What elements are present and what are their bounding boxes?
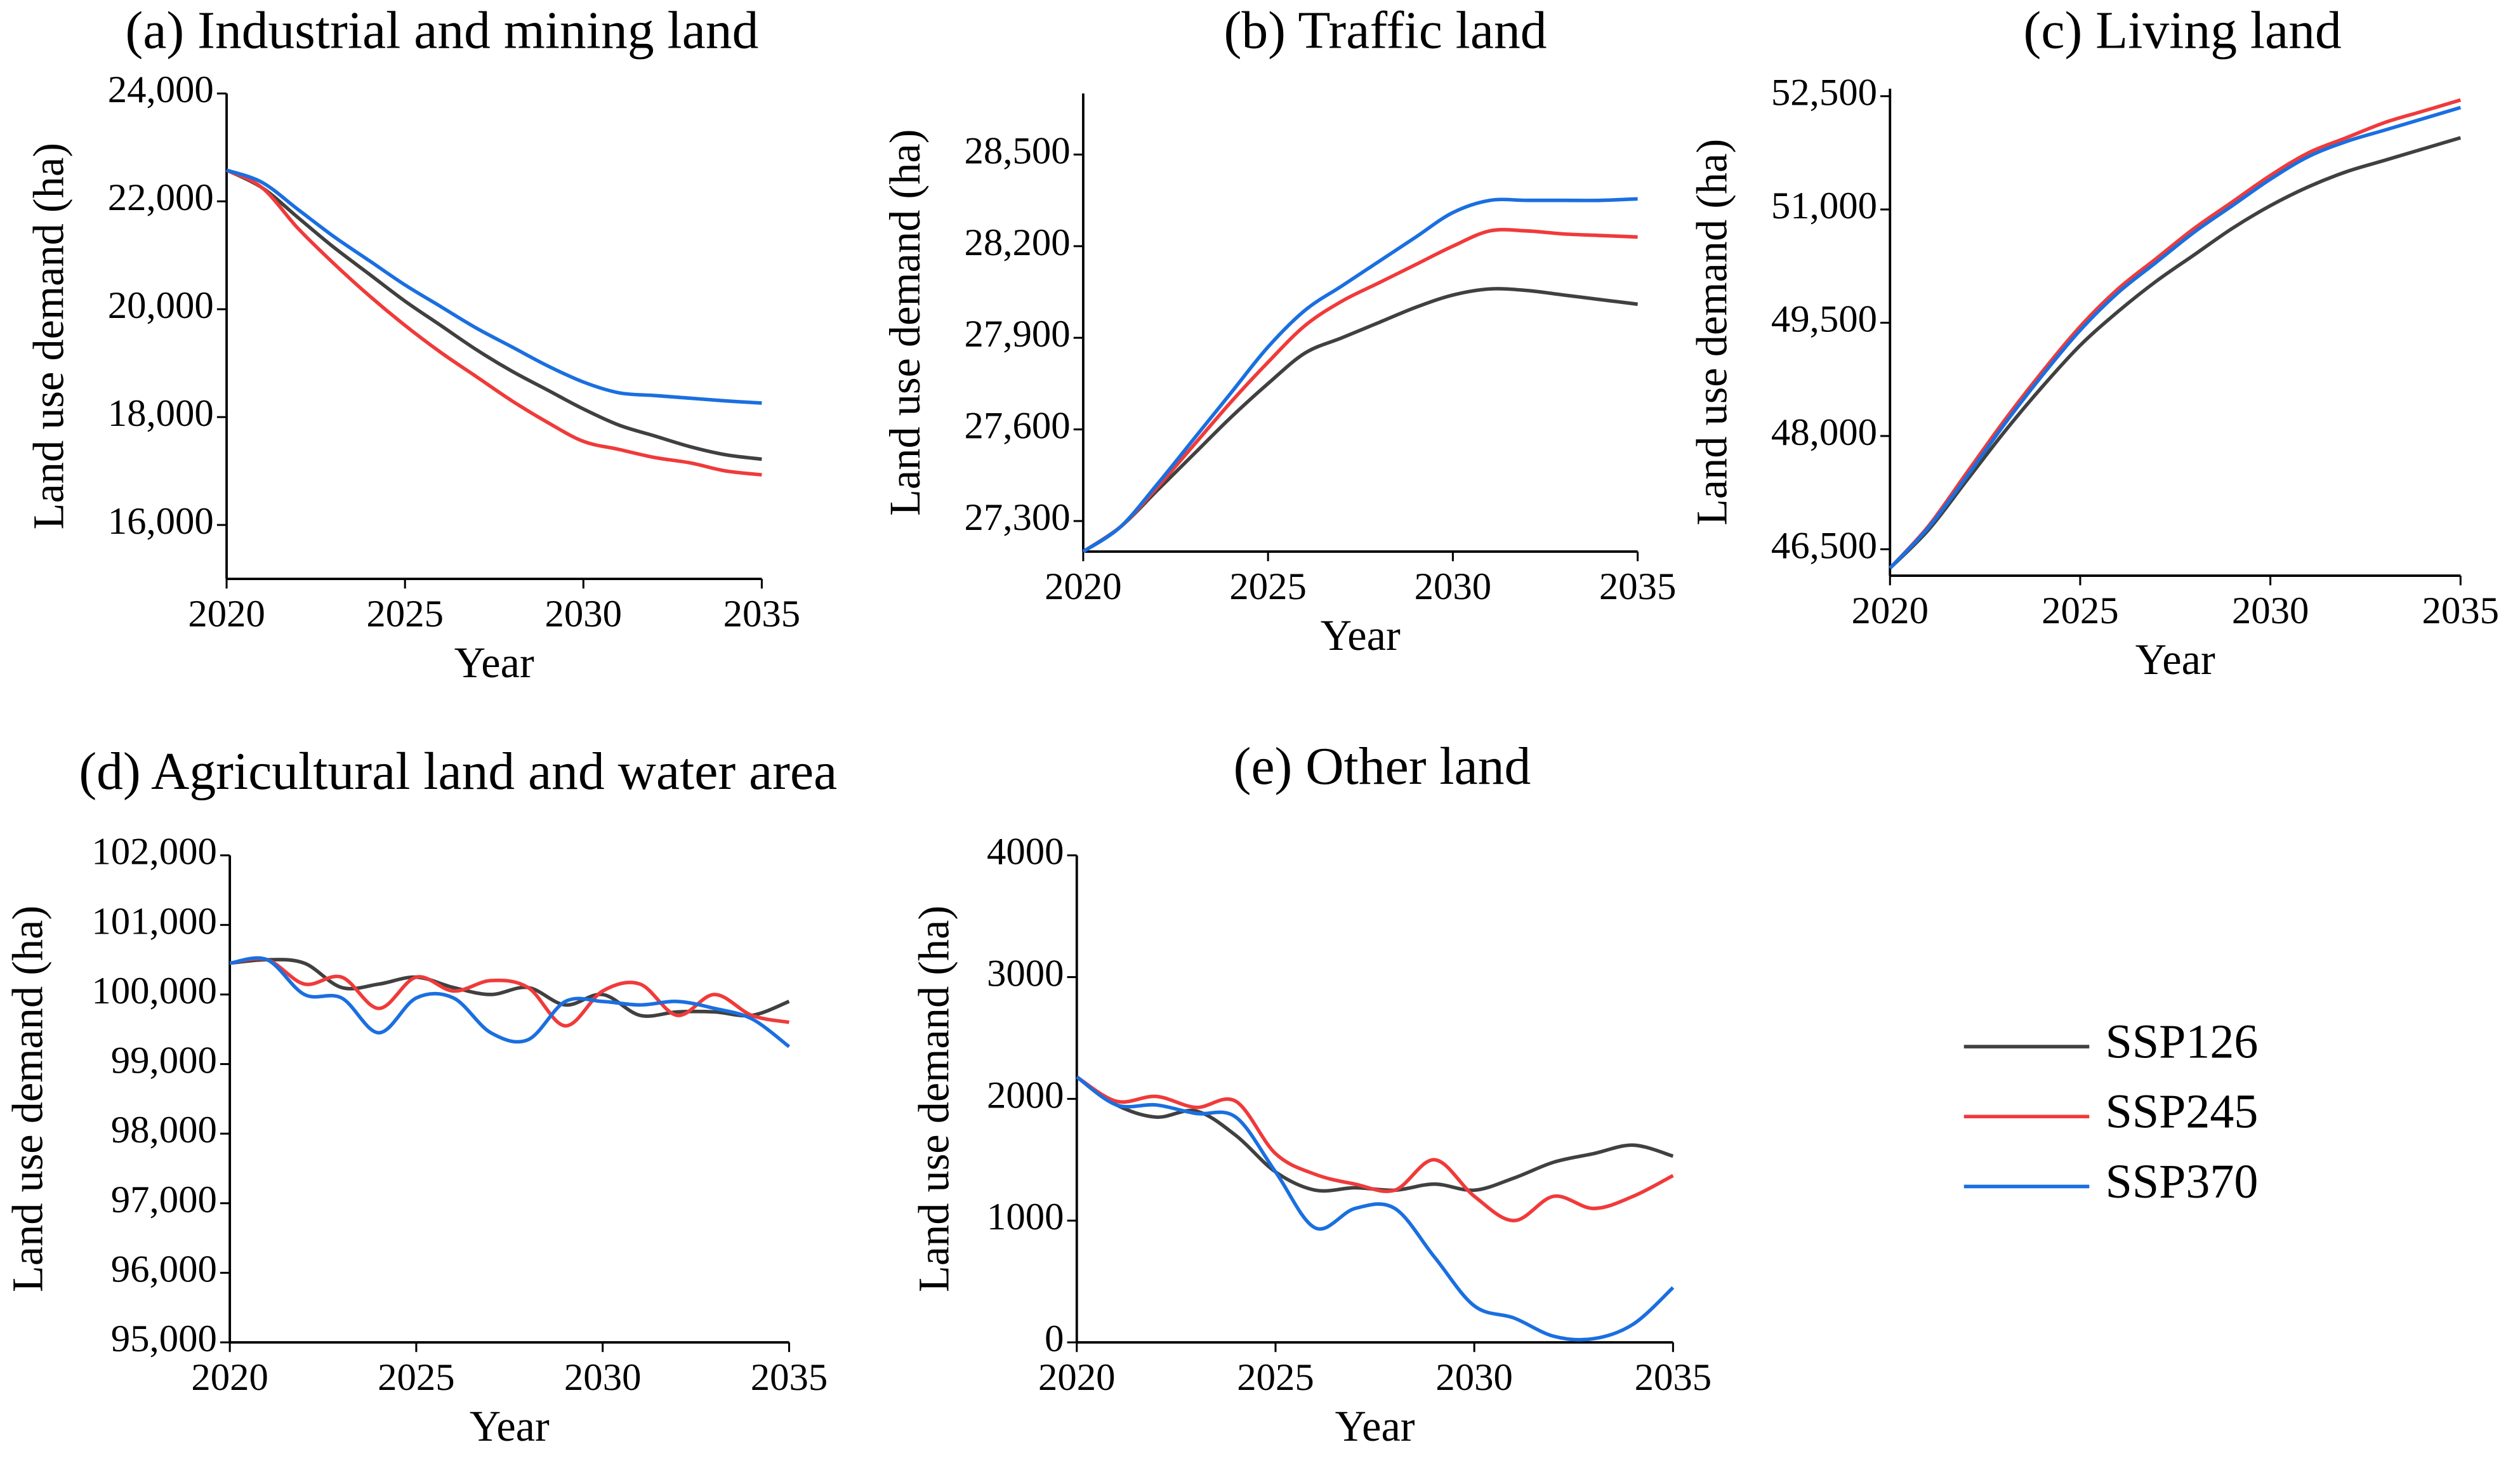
y-tick-label: 24,000 (108, 69, 214, 111)
x-tick-label: 2025 (366, 593, 444, 635)
y-tick-label: 2000 (987, 1074, 1064, 1116)
x-tick-label: 2035 (723, 593, 801, 635)
y-tick-label: 27,900 (965, 313, 1071, 355)
x-tick-label: 2025 (378, 1356, 455, 1399)
y-tick-label: 1000 (987, 1196, 1064, 1238)
y-axis-label: Land use demand (ha) (1687, 139, 1736, 526)
series-line (1082, 197, 1638, 553)
y-tick-label: 22,000 (108, 176, 214, 219)
y-tick-label: 49,500 (1771, 298, 1877, 340)
x-axis-label: Year (1321, 611, 1401, 659)
y-tick-label: 18,000 (108, 392, 214, 435)
legend-label: SSP245 (2106, 1085, 2259, 1139)
x-tick-label: 2030 (545, 593, 623, 635)
x-axis-label: Year (470, 1402, 550, 1450)
series-line (225, 168, 762, 477)
series-line (229, 958, 790, 1018)
y-tick-label: 27,300 (965, 496, 1071, 539)
x-axis-label: Year (1335, 1402, 1415, 1450)
series-line (1076, 1075, 1674, 1223)
series-line (229, 956, 791, 1048)
y-axis-label: Land use demand (ha) (881, 129, 929, 516)
chart-title: (b) Traffic land (1224, 1, 1547, 60)
y-axis-label: Land use demand (ha) (3, 906, 51, 1292)
y-tick-label: 27,600 (965, 405, 1071, 447)
series-line (229, 956, 789, 1028)
x-tick-label: 2030 (1435, 1356, 1513, 1399)
x-tick-label: 2020 (188, 593, 265, 635)
x-tick-label: 2035 (2422, 590, 2500, 632)
y-tick-label: 96,000 (111, 1248, 217, 1290)
legend-label: SSP126 (2106, 1015, 2259, 1069)
y-tick-label: 46,500 (1771, 524, 1877, 567)
series-line (1076, 1075, 1675, 1342)
y-tick-label: 100,000 (91, 970, 216, 1012)
series-line (1082, 228, 1638, 553)
x-tick-label: 2030 (1415, 565, 1492, 608)
x-tick-label: 2020 (1038, 1356, 1116, 1399)
y-axis-label: Land use demand (ha) (24, 143, 72, 529)
y-tick-label: 0 (1045, 1318, 1064, 1360)
series-line (1889, 98, 2462, 570)
series-line (1889, 136, 2462, 570)
y-tick-label: 97,000 (111, 1179, 217, 1221)
x-tick-label: 2025 (1229, 565, 1307, 608)
y-tick-label: 101,000 (91, 900, 216, 942)
y-tick-label: 52,500 (1771, 72, 1877, 114)
x-tick-label: 2035 (1635, 1356, 1712, 1399)
x-tick-label: 2020 (1045, 565, 1122, 608)
y-tick-label: 20,000 (108, 284, 214, 327)
x-tick-label: 2035 (751, 1356, 828, 1399)
series-line (1889, 105, 2462, 570)
x-tick-label: 2020 (191, 1356, 268, 1399)
legend-label: SSP370 (2106, 1155, 2259, 1208)
y-tick-label: 28,500 (965, 129, 1071, 172)
y-tick-label: 102,000 (91, 831, 216, 873)
x-tick-label: 2025 (2042, 590, 2119, 632)
chart-title: (c) Living land (2024, 1, 2342, 60)
y-tick-label: 4000 (987, 831, 1064, 873)
chart-title: (d) Agricultural land and water area (79, 743, 837, 801)
series-line (1082, 287, 1638, 553)
y-tick-label: 28,200 (965, 222, 1071, 264)
y-tick-label: 48,000 (1771, 411, 1877, 454)
series-line (1076, 1075, 1674, 1193)
x-tick-label: 2030 (564, 1356, 642, 1399)
y-tick-label: 99,000 (111, 1040, 217, 1082)
y-tick-label: 51,000 (1771, 185, 1877, 227)
series-line (225, 168, 762, 461)
y-tick-label: 3000 (987, 952, 1064, 995)
y-tick-label: 95,000 (111, 1318, 217, 1360)
chart-title: (e) Other land (1234, 737, 1531, 796)
y-tick-label: 98,000 (111, 1109, 217, 1151)
x-axis-label: Year (454, 638, 534, 687)
x-tick-label: 2020 (1851, 590, 1929, 632)
x-tick-label: 2035 (1599, 565, 1677, 608)
x-tick-label: 2025 (1237, 1356, 1314, 1399)
x-tick-label: 2030 (2232, 590, 2309, 632)
x-axis-label: Year (2135, 635, 2215, 684)
y-axis-label: Land use demand (ha) (910, 906, 958, 1292)
chart-title: (a) Industrial and mining land (126, 1, 759, 60)
series-line (226, 168, 762, 405)
y-tick-label: 16,000 (108, 500, 214, 543)
